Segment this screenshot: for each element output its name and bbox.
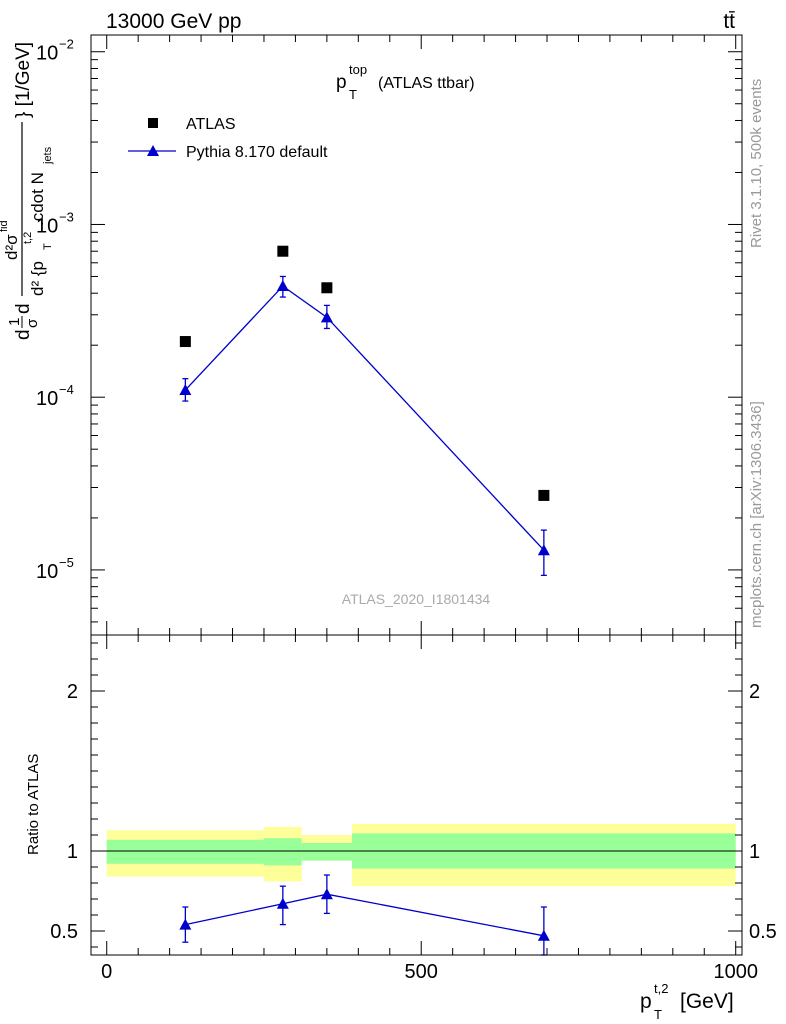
x-tick-label: 500	[405, 961, 438, 983]
y-label-frac-1: 1	[6, 318, 23, 326]
main-panel-ticks	[91, 35, 742, 635]
main-y-tick-label: 10	[36, 561, 58, 583]
ratio-panel-frame	[90, 634, 743, 956]
x-tick-label: 0	[101, 961, 112, 983]
y-label-denominator-rest: .cdot N	[28, 172, 47, 226]
y-label-denominator-sub: T	[42, 243, 54, 250]
rivet-version-label: Rivet 3.1.10, 500k events	[748, 79, 765, 248]
y-label-frac-d2: d	[13, 303, 34, 314]
analysis-watermark: ATLAS_2020_I1801434	[342, 591, 491, 607]
mc-point	[179, 384, 192, 396]
ratio-band-inner	[263, 838, 302, 866]
main-y-axis-label: d 1 σ d d²σ fid d² {p t,2 T .cdot N jets…	[0, 42, 54, 340]
atlas-point	[179, 336, 191, 348]
mc-point	[320, 311, 333, 323]
ratio-band-inner	[301, 843, 353, 861]
ratio-y-tick-label-left: 0.5	[50, 921, 78, 943]
y-label-frac-sigma: σ	[24, 318, 41, 328]
atlas-point	[321, 282, 333, 294]
main-mc-series	[179, 275, 550, 577]
y-label-suffix: } [1/GeV]	[13, 42, 34, 118]
ratio-mc-point	[276, 897, 289, 909]
ratio-uncertainty-bands	[106, 823, 736, 887]
ratio-y-tick-label-left: 2	[67, 681, 78, 703]
ratio-y-tick-label-right: 1	[749, 841, 760, 863]
main-y-tick-label-exp: −5	[59, 555, 74, 570]
mc-line	[184, 285, 545, 551]
x-axis-title: p t,2 T [GeV]	[640, 981, 734, 1022]
main-y-tick-label-exp: −3	[59, 209, 74, 224]
x-title-sup: t,2	[654, 981, 668, 996]
ratio-mc-line	[185, 893, 544, 937]
y-label-denominator: d² {p	[28, 261, 47, 296]
energy-label: 13000 GeV pp	[106, 10, 241, 33]
ratio-mc-point	[320, 888, 333, 900]
y-label-frac-d: d	[13, 329, 34, 340]
ratio-y-tick-labels: 0.5 0.5 1 1 2 2	[50, 681, 777, 943]
legend: ATLAS Pythia 8.170 default	[128, 116, 328, 161]
main-y-tick-label: 10	[36, 388, 58, 410]
legend-atlas-label: ATLAS	[186, 116, 236, 133]
main-y-tick-label-exp: −2	[59, 37, 74, 52]
y-label-denominator-sub2: jets	[42, 146, 54, 165]
legend-atlas-marker	[148, 118, 158, 128]
y-label-numerator: d²σ	[2, 234, 21, 260]
x-tick-label: 1000	[713, 961, 758, 983]
main-y-tick-labels: 10−210−310−410−5	[36, 37, 74, 583]
y-label-numerator-sup: fid	[0, 220, 10, 232]
ratio-y-axis-label: Ratio to ATLAS	[25, 754, 42, 855]
ratio-band-inner	[106, 839, 264, 864]
x-title-main: p	[640, 990, 652, 1013]
main-data-series	[179, 245, 550, 501]
ratio-mc-series	[179, 874, 550, 956]
legend-pythia-marker	[147, 145, 159, 156]
ratio-mc-point	[537, 929, 550, 941]
ratio-x-tick-labels: 0 500 1000	[101, 961, 758, 983]
ratio-y-tick-label-right: 2	[749, 681, 760, 703]
y-label-denominator-sup: t,2	[22, 232, 34, 244]
mc-point	[276, 280, 289, 292]
ratio-mc-point	[179, 918, 192, 930]
atlas-point	[538, 489, 550, 501]
mc-point	[537, 544, 550, 556]
atlas-point	[277, 245, 289, 257]
ratio-panel-ticks	[91, 635, 742, 955]
x-title-suffix: [GeV]	[680, 990, 734, 1013]
plot-title: p top T (ATLAS ttbar)	[336, 62, 475, 102]
plot-title-sup: top	[349, 62, 367, 77]
main-y-tick-label-exp: −4	[59, 382, 74, 397]
mcplots-label: mcplots.cern.ch [arXiv:1306.3436]	[748, 401, 765, 628]
plot-title-suffix: (ATLAS ttbar)	[378, 75, 475, 92]
x-title-sub: T	[654, 1007, 662, 1022]
legend-pythia-label: Pythia 8.170 default	[186, 144, 328, 161]
plot-title-sub: T	[349, 87, 357, 102]
main-y-tick-label: 10	[36, 43, 58, 65]
ratio-y-tick-label-right: 0.5	[749, 921, 777, 943]
main-y-tick-label: 10	[36, 215, 58, 237]
ratio-y-tick-label-left: 1	[67, 841, 78, 863]
process-label: tt̄	[723, 10, 735, 33]
plot-title-main: p	[336, 72, 347, 93]
